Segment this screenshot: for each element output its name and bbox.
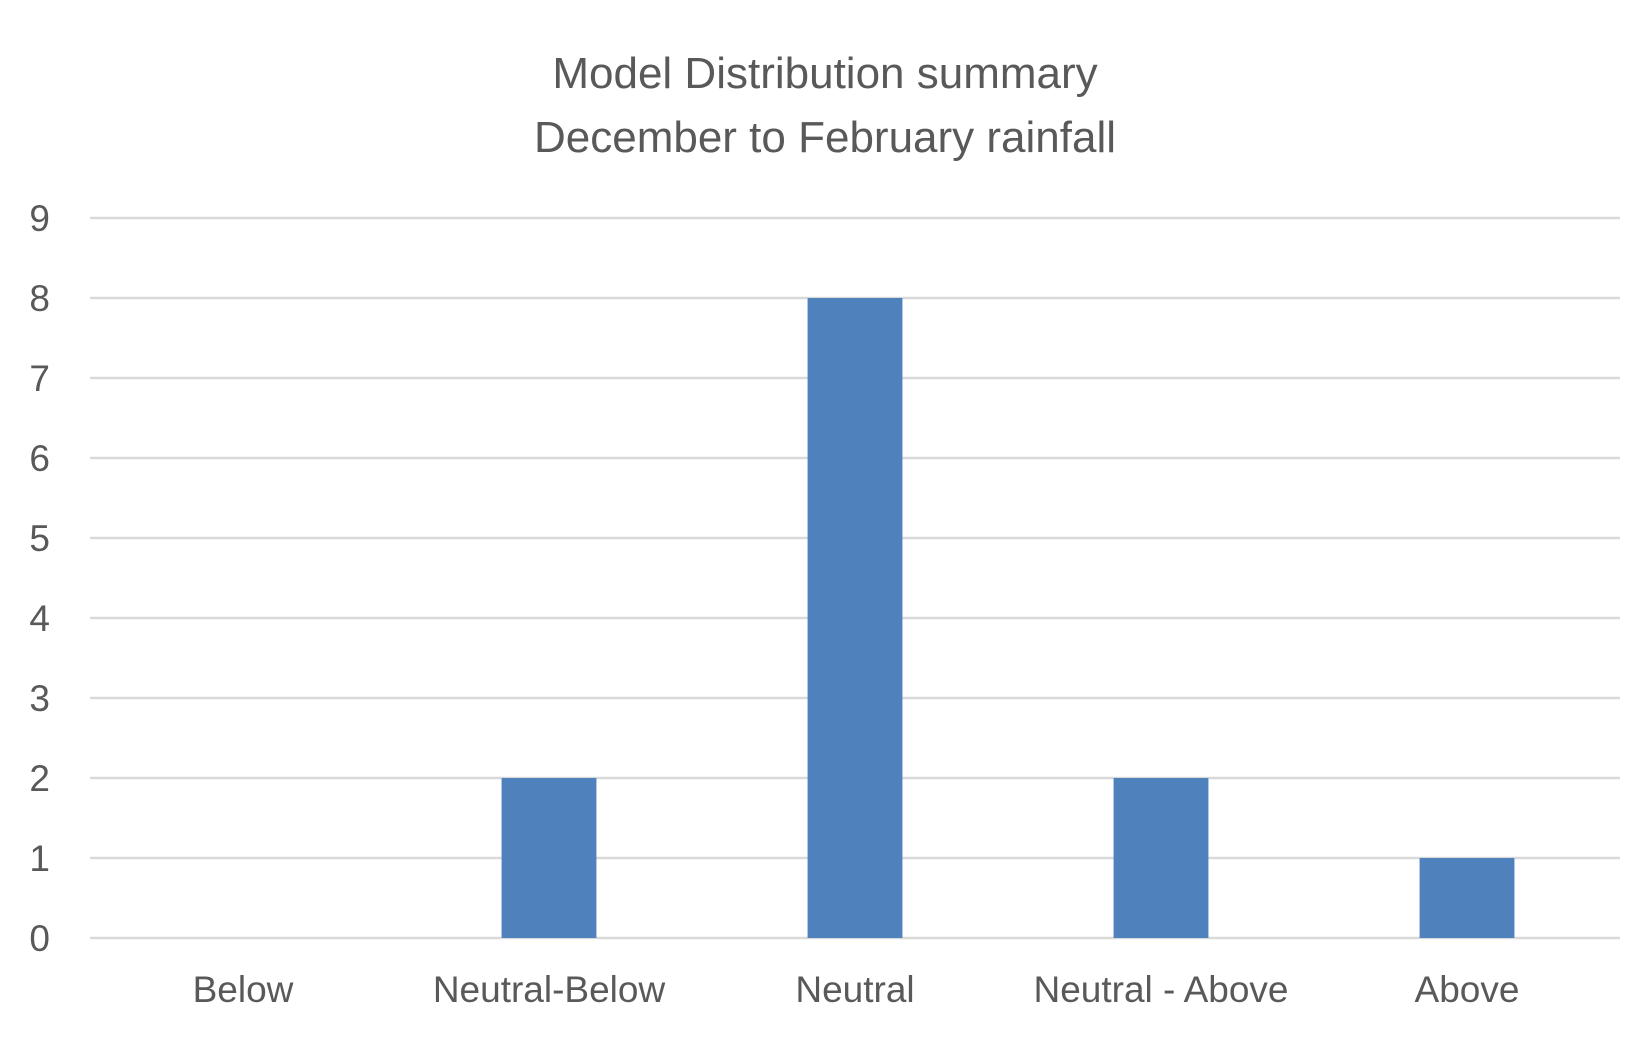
y-tick-label: 7 <box>29 358 50 399</box>
bar-neutral-below <box>501 778 597 938</box>
chart-subtitle: December to February rainfall <box>534 113 1116 162</box>
chart-title: Model Distribution summary <box>552 49 1097 98</box>
y-tick-label: 2 <box>29 758 50 799</box>
bar-above <box>1419 858 1515 938</box>
y-axis-ticks: 0 1 2 3 4 5 6 7 8 9 <box>29 198 50 959</box>
bar-neutral <box>807 298 903 938</box>
y-tick-label: 6 <box>29 438 50 479</box>
x-category-label: Neutral <box>795 969 914 1010</box>
x-category-label: Below <box>193 969 294 1010</box>
y-tick-label: 5 <box>29 518 50 559</box>
y-tick-label: 3 <box>29 678 50 719</box>
y-tick-label: 4 <box>29 598 50 639</box>
y-tick-label: 1 <box>29 838 50 879</box>
x-category-label: Neutral - Above <box>1033 969 1288 1010</box>
x-category-label: Above <box>1415 969 1520 1010</box>
x-axis-categories: Below Neutral-Below Neutral Neutral - Above… <box>193 969 1520 1010</box>
y-tick-label: 9 <box>29 198 50 239</box>
bar-neutral-above <box>1113 778 1209 938</box>
y-tick-label: 8 <box>29 278 50 319</box>
bars <box>501 298 1515 938</box>
x-category-label: Neutral-Below <box>433 969 666 1010</box>
y-tick-label: 0 <box>29 918 50 959</box>
